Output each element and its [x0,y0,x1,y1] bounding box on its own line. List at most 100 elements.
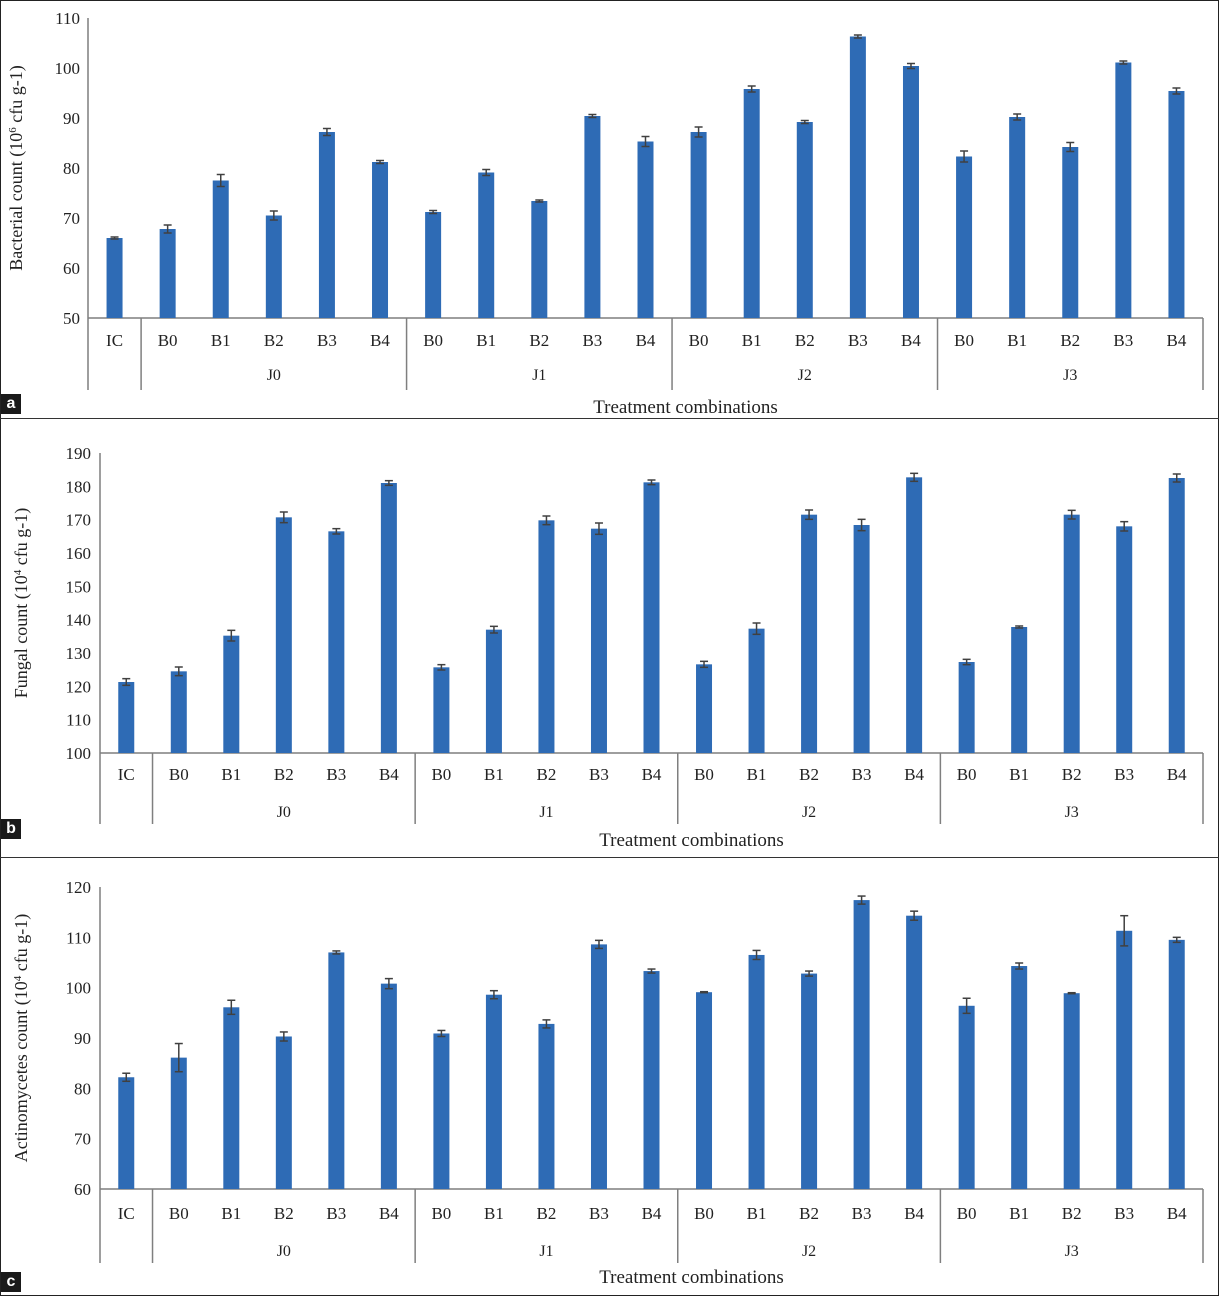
bar [801,973,818,1189]
x-category-label: B2 [799,1204,819,1223]
x-category-label: B1 [742,331,762,350]
bar [118,682,135,753]
bar [696,992,713,1189]
bar [275,517,292,753]
x-category-label: B2 [1060,331,1080,350]
x-category-label: B3 [582,331,602,350]
x-category-label: B2 [274,765,294,784]
bar [328,531,345,753]
bar [328,952,345,1189]
bar [538,1023,555,1189]
bar [796,122,813,318]
bar [275,1036,292,1189]
bar [590,528,607,753]
bar [478,172,495,318]
bar [853,525,870,753]
bar [531,201,548,318]
x-category-label: B1 [747,1204,767,1223]
y-tick-label: 180 [66,477,92,496]
bar [433,667,450,753]
x-category-label: B0 [431,765,451,784]
y-tick-label: 110 [66,711,91,730]
x-category-label: B1 [747,765,767,784]
x-group-label: J1 [539,1243,553,1260]
y-tick-label: 140 [66,611,92,630]
bar [159,229,176,318]
bar [1063,514,1080,753]
x-category-label: B4 [901,331,921,350]
bar [584,116,601,318]
x-category-label: B3 [848,331,868,350]
x-axis-title: Treatment combinations [599,830,784,851]
y-tick-label: 80 [74,1079,91,1098]
x-category-label: B4 [636,331,656,350]
y-tick-label: 70 [63,209,80,228]
bar [590,944,607,1189]
y-tick-label: 160 [66,544,92,563]
y-tick-label: 80 [63,159,80,178]
bar [743,89,760,318]
x-category-label: B2 [264,331,284,350]
x-category-label: IC [118,1204,135,1223]
bar [1063,993,1080,1189]
bar [265,215,282,318]
bar [380,983,397,1189]
x-category-label: B4 [904,1204,924,1223]
x-category-label: B2 [1062,765,1082,784]
bar [212,180,229,318]
bar [170,671,187,753]
x-category-label: B4 [1167,765,1187,784]
x-category-label: B3 [1113,331,1133,350]
x-category-label: B0 [694,765,714,784]
x-group-label: J2 [802,804,816,821]
x-category-label: B1 [221,765,241,784]
y-tick-label: 110 [55,9,80,28]
bar [1062,147,1079,318]
x-category-label: B2 [537,1204,557,1223]
y-tick-label: 130 [66,644,92,663]
bar [118,1077,135,1189]
x-category-label: IC [118,765,135,784]
x-category-label: B4 [642,765,662,784]
bar [433,1033,450,1189]
x-category-label: B1 [476,331,496,350]
bar [318,132,335,318]
bar [538,520,555,753]
x-category-label: B2 [529,331,549,350]
x-category-label: B2 [274,1204,294,1223]
x-category-label: B0 [957,1204,977,1223]
y-tick-label: 60 [63,259,80,278]
bar [1009,117,1026,318]
y-tick-label: 150 [66,577,92,596]
x-category-label: B0 [689,331,709,350]
y-tick-label: 100 [66,744,92,763]
x-category-label: B2 [795,331,815,350]
x-category-label: B1 [1007,331,1027,350]
bar [106,238,123,318]
x-category-label: B1 [484,765,504,784]
y-axis-title: Bacterial count (106 cfu g-1) [6,65,27,270]
x-group-label: J2 [798,367,812,384]
y-axis-title: Actinomycetes count (104 cfu g-1) [11,914,32,1162]
y-tick-label: 90 [63,109,80,128]
x-category-label: B1 [1009,1204,1029,1223]
x-category-label: B0 [169,765,189,784]
panel-bacterial: 50 60 70 80 90 100 110 Bacterial count (106 cfu… [0,0,1219,420]
y-tick-label: 90 [74,1029,91,1048]
y-axis-title: Fungal count (104 cfu g-1) [11,508,32,698]
bar [1011,627,1028,753]
y-tick-label: 120 [66,878,92,897]
bar [958,662,975,753]
bar [1116,930,1133,1189]
bar [748,628,765,753]
bar [1115,62,1132,318]
x-category-label: B0 [431,1204,451,1223]
x-group-label: J2 [802,1243,816,1260]
y-tick-label: 120 [66,677,92,696]
bar [1168,91,1185,318]
bar [849,36,866,318]
bar [380,483,397,753]
x-group-label: J0 [277,1243,291,1260]
bar [748,954,765,1189]
bar [801,514,818,753]
